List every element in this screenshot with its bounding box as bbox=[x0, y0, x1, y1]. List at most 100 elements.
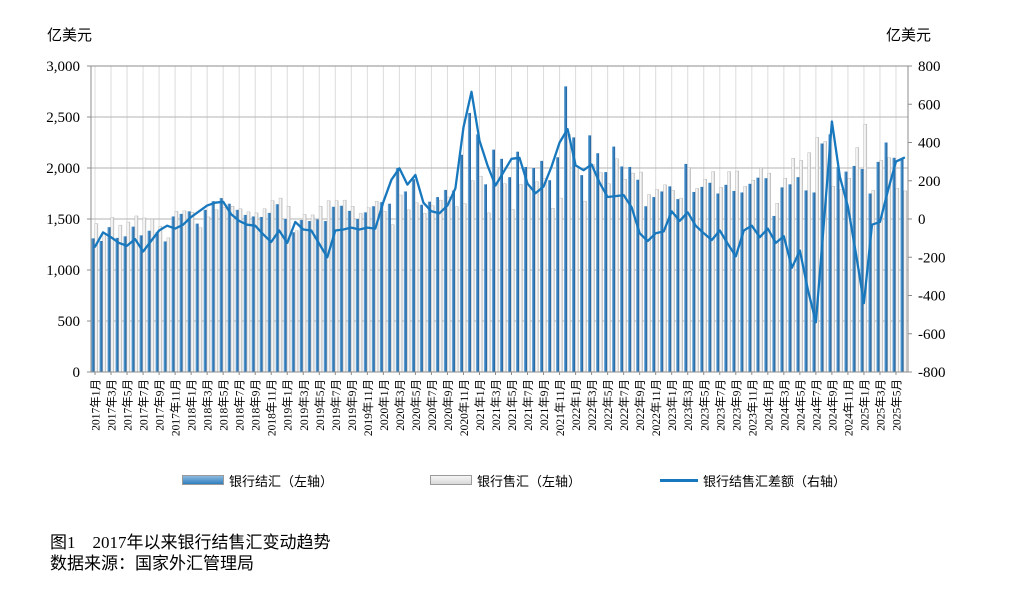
x-tick-label: 2019年9月 bbox=[345, 379, 359, 431]
bar-settlement bbox=[363, 212, 367, 372]
bar-sales bbox=[871, 190, 876, 373]
right-tick-label: 0 bbox=[918, 212, 926, 228]
x-tick-label: 2023年5月 bbox=[697, 379, 711, 431]
right-axis-tick-labels: -800 -600 -400 -200 0 200 400 600 800 bbox=[918, 59, 946, 381]
bars-sales bbox=[94, 123, 908, 373]
bar-settlement bbox=[491, 149, 495, 372]
x-tick-label: 2020年11月 bbox=[457, 379, 471, 436]
bar-sales bbox=[863, 123, 868, 373]
bar-sales bbox=[270, 200, 275, 373]
x-tick-label: 2023年3月 bbox=[681, 379, 695, 431]
bar-settlement bbox=[371, 206, 375, 372]
bar-settlement bbox=[219, 198, 223, 372]
right-tick-label: -800 bbox=[918, 365, 946, 381]
bar-sales bbox=[599, 172, 603, 373]
bar-settlement bbox=[652, 197, 656, 372]
bar-sales bbox=[479, 175, 483, 373]
x-tick-label: 2023年11月 bbox=[745, 379, 759, 436]
x-tick-label: 2023年9月 bbox=[729, 379, 743, 431]
x-tick-label: 2017年11月 bbox=[169, 379, 183, 436]
bar-sales bbox=[415, 202, 419, 373]
bar-sales bbox=[326, 200, 331, 373]
bar-settlement bbox=[636, 179, 640, 372]
bar-sales bbox=[751, 180, 755, 373]
bar-settlement bbox=[868, 193, 872, 372]
bar-sales bbox=[559, 197, 563, 373]
bar-settlement bbox=[115, 237, 119, 372]
bar-settlement bbox=[443, 189, 447, 372]
bar-settlement bbox=[451, 190, 455, 372]
bar-settlement bbox=[788, 184, 792, 372]
axes bbox=[87, 65, 912, 375]
bar-settlement bbox=[531, 168, 536, 372]
bar-sales bbox=[703, 179, 707, 373]
bar-sales bbox=[535, 181, 539, 373]
bar-sales bbox=[254, 212, 259, 373]
x-tick-label: 2019年11月 bbox=[361, 379, 375, 436]
bar-settlement bbox=[812, 192, 816, 372]
settlement-bar-swatch-icon bbox=[182, 475, 224, 485]
bar-settlement bbox=[355, 219, 359, 372]
bar-sales bbox=[190, 212, 195, 373]
bar-sales bbox=[775, 202, 779, 373]
legend-item-settlement: 银行结汇（左轴） bbox=[182, 468, 333, 492]
balance-line bbox=[93, 90, 906, 324]
bar-settlement bbox=[123, 236, 127, 372]
bar-settlement bbox=[700, 186, 704, 372]
bar-settlement bbox=[668, 186, 672, 372]
bar-settlement bbox=[483, 184, 487, 372]
bar-settlement bbox=[459, 154, 463, 372]
bar-settlement bbox=[339, 205, 343, 372]
bar-settlement bbox=[435, 197, 439, 372]
bar-settlement bbox=[764, 178, 768, 372]
bar-settlement bbox=[780, 187, 784, 372]
left-axis-tick-labels: 0 500 1,000 1,500 2,000 2,500 3,000 bbox=[46, 59, 80, 381]
bar-settlement bbox=[203, 209, 207, 372]
bar-settlement bbox=[555, 157, 560, 372]
bar-sales bbox=[455, 206, 459, 373]
bar-settlement bbox=[467, 112, 471, 373]
x-tick-label: 2022年3月 bbox=[585, 379, 599, 431]
bar-settlement bbox=[379, 202, 383, 372]
bar-sales bbox=[527, 185, 531, 373]
bar-settlement bbox=[539, 160, 544, 372]
x-tick-label: 2019年5月 bbox=[313, 379, 327, 431]
bar-settlement bbox=[515, 151, 520, 372]
bar-sales bbox=[463, 203, 467, 373]
x-tick-label: 2017年7月 bbox=[137, 379, 151, 431]
x-tick-label: 2020年5月 bbox=[409, 379, 423, 431]
x-tick-label: 2018年9月 bbox=[249, 379, 263, 431]
bar-settlement bbox=[748, 183, 752, 372]
bar-settlement bbox=[259, 216, 263, 372]
bar-sales bbox=[398, 194, 403, 373]
bar-settlement bbox=[852, 165, 856, 372]
bar-sales bbox=[286, 206, 291, 373]
x-tick-label: 2020年7月 bbox=[425, 379, 439, 431]
bar-sales bbox=[839, 189, 844, 373]
legend-label-sales: 银行售汇（左轴） bbox=[477, 473, 582, 489]
x-tick-label: 2018年7月 bbox=[233, 379, 247, 431]
x-tick-label: 2017年5月 bbox=[121, 379, 135, 431]
x-tick-label: 2020年9月 bbox=[441, 379, 455, 431]
x-tick-label: 2025年1月 bbox=[857, 379, 871, 431]
bar-settlement bbox=[267, 212, 271, 372]
bar-settlement bbox=[644, 206, 648, 372]
x-tick-label: 2021年5月 bbox=[505, 379, 519, 431]
bar-settlement bbox=[756, 177, 760, 372]
bar-settlement bbox=[395, 168, 399, 372]
bar-settlement bbox=[772, 215, 776, 372]
bar-settlement bbox=[892, 157, 896, 372]
bar-sales bbox=[198, 227, 203, 373]
x-tick-label: 2017年1月 bbox=[89, 379, 103, 431]
bar-settlement bbox=[844, 171, 848, 372]
x-tick-label: 2024年3月 bbox=[777, 379, 791, 431]
bar-sales bbox=[214, 209, 219, 373]
x-tick-label: 2025年5月 bbox=[890, 379, 904, 431]
x-tick-label: 2018年1月 bbox=[185, 379, 199, 431]
bar-settlement bbox=[403, 191, 407, 372]
figure-caption: 图1 2017年以来银行结售汇变动趋势 数据来源：国家外汇管理局 bbox=[50, 532, 950, 574]
bar-sales bbox=[447, 196, 451, 373]
x-tick-label: 2018年3月 bbox=[201, 379, 215, 431]
bar-sales bbox=[294, 230, 299, 373]
left-tick-label: 0 bbox=[73, 365, 81, 381]
